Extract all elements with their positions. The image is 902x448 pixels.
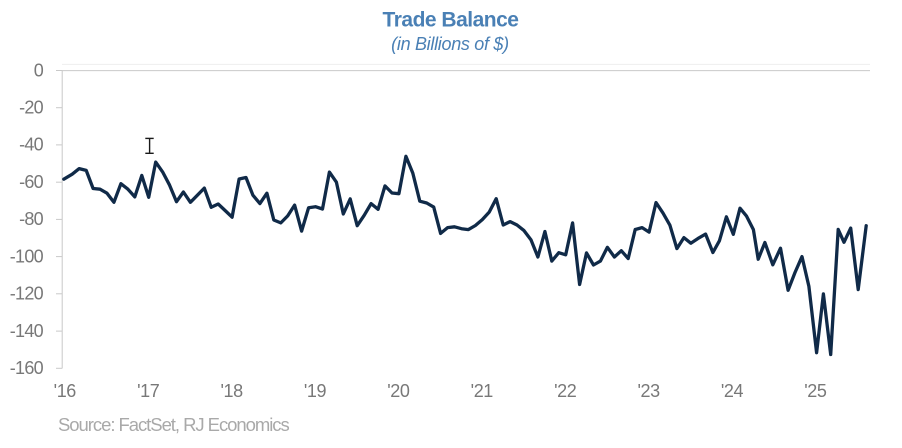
svg-text:'18: '18: [220, 381, 243, 401]
svg-text:-100: -100: [10, 246, 44, 266]
svg-text:-20: -20: [19, 98, 44, 118]
svg-text:Source: FactSet, RJ Economics: Source: FactSet, RJ Economics: [58, 414, 290, 435]
svg-text:-40: -40: [19, 135, 44, 155]
svg-text:Trade Balance: Trade Balance: [383, 8, 519, 31]
svg-text:(in Billions of $): (in Billions of $): [391, 34, 509, 54]
svg-text:-60: -60: [19, 172, 44, 192]
svg-text:'21: '21: [471, 381, 494, 401]
svg-text:-80: -80: [19, 209, 44, 229]
svg-text:'16: '16: [54, 381, 77, 401]
svg-text:-140: -140: [10, 321, 44, 341]
svg-text:-160: -160: [10, 358, 44, 378]
svg-text:-120: -120: [10, 284, 44, 304]
svg-text:'24: '24: [721, 381, 744, 401]
svg-text:'19: '19: [304, 381, 327, 401]
svg-text:'20: '20: [387, 381, 410, 401]
svg-text:0: 0: [34, 60, 44, 80]
svg-text:'17: '17: [137, 381, 160, 401]
svg-text:'22: '22: [554, 381, 577, 401]
svg-text:'23: '23: [637, 381, 660, 401]
svg-text:'25: '25: [804, 381, 827, 401]
